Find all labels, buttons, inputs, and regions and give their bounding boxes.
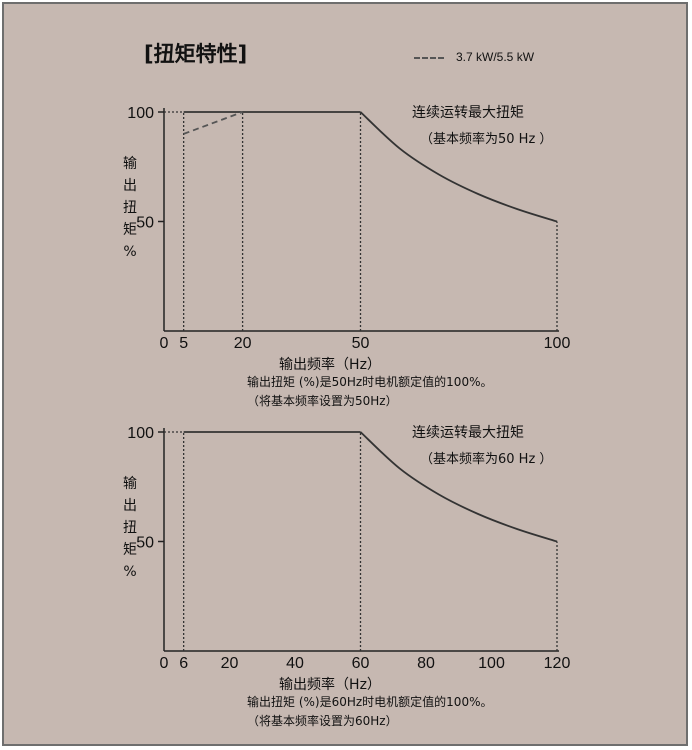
chart1-ylabel-char: % <box>123 244 136 260</box>
chart1-x-tick-label: 100 <box>544 335 571 352</box>
chart1-x-tick-label: 5 <box>179 335 188 352</box>
chart2-x-tick-label: 60 <box>352 655 370 672</box>
chart2-annotation-1: 连续运转最大扭矩 <box>412 424 524 441</box>
chart1-series-2 <box>359 111 558 223</box>
chart1-series-3 <box>183 111 243 135</box>
chart2-x-tick-label: 40 <box>286 655 304 672</box>
chart1-xlabel: 输出频率（Hz） <box>279 356 381 373</box>
chart1-annotation-2: （基本频率为50 Hz ） <box>420 131 552 147</box>
chart2-ylabel-char: 扭 <box>123 520 137 536</box>
chart2-note-2: （将基本频率设置为60Hz） <box>247 713 398 728</box>
chart2-x-tick-label: 6 <box>179 655 188 672</box>
chart2-note-1: 输出扭矩 (%)是60Hz时电机额定值的100%。 <box>247 694 492 709</box>
chart2-ylabel-char: 出 <box>123 498 137 514</box>
chart1-ylabel-char: 扭 <box>123 200 137 216</box>
chart2-ylabel-char: % <box>123 564 136 580</box>
legend-dashed-swatch <box>414 57 444 59</box>
chart1-ylabel-char: 矩 <box>123 222 137 238</box>
chart2-x-tick-label: 100 <box>478 655 505 672</box>
chart2-annotation-2: （基本频率为60 Hz ） <box>420 451 552 467</box>
chart1-ylabel-char: 输 <box>123 156 137 172</box>
chart1-ylabel-char: 出 <box>123 178 137 194</box>
chart2-x-tick-label: 120 <box>544 655 571 672</box>
figure-title: [扭矩特性] <box>144 42 248 66</box>
chart1-note-1: 输出扭矩 (%)是50Hz时电机额定值的100%。 <box>247 374 492 389</box>
chart2-y-tick-label: 50 <box>136 535 154 552</box>
chart1-x-tick-label: 50 <box>352 335 370 352</box>
chart1-y-tick-label: 50 <box>136 215 154 232</box>
chart2-x-tick-label: 20 <box>221 655 239 672</box>
chart2-xlabel: 输出频率（Hz） <box>279 676 381 693</box>
chart2-x-tick-label: 80 <box>417 655 435 672</box>
chart2-series-2 <box>359 431 558 543</box>
chart1-annotation-1: 连续运转最大扭矩 <box>412 104 524 121</box>
chart1-note-2: （将基本频率设置为50Hz） <box>247 393 398 408</box>
chart1-x-tick-label: 0 <box>160 335 169 352</box>
chart1-y-tick-label: 100 <box>127 105 154 122</box>
chart1-x-tick-label: 20 <box>234 335 252 352</box>
chart2-ylabel-char: 矩 <box>123 542 137 558</box>
chart2-ylabel-char: 输 <box>123 476 137 492</box>
chart2-x-tick-label: 0 <box>160 655 169 672</box>
legend-label: 3.7 kW/5.5 kW <box>456 50 535 64</box>
chart2-y-tick-label: 100 <box>127 425 154 442</box>
legend: 3.7 kW/5.5 kW <box>414 50 614 66</box>
